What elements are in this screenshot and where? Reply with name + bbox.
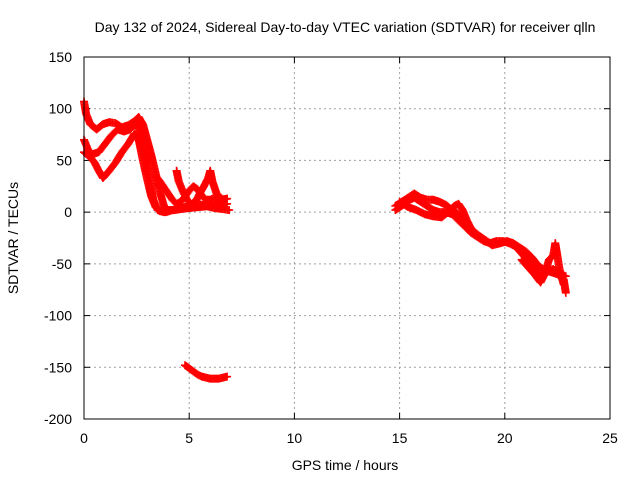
data-point xyxy=(155,187,168,209)
x-tick-label: 15 xyxy=(392,430,408,446)
data-point xyxy=(162,206,176,217)
data-point xyxy=(551,239,564,272)
gridlines xyxy=(84,57,610,419)
series-arc-e xyxy=(172,166,232,208)
y-axis-label: SDTVAR / TECUs xyxy=(5,182,21,294)
y-tick-label: 150 xyxy=(49,49,73,65)
data-point xyxy=(101,132,115,148)
y-tick-label: 50 xyxy=(56,152,72,168)
series-arc-c xyxy=(80,129,177,217)
data-point xyxy=(479,235,493,247)
plot-frame xyxy=(83,56,611,420)
series-arc-j xyxy=(517,239,568,289)
data-point xyxy=(168,206,177,215)
data-point xyxy=(172,166,183,184)
x-tick-labels: 0 5 10 15 20 25 xyxy=(80,430,618,446)
y-tick-label: 100 xyxy=(49,101,73,117)
data-point xyxy=(559,280,568,289)
y-tick-label: -100 xyxy=(44,308,72,324)
data-point xyxy=(561,288,570,297)
y-tick-labels: -200 -150 -100 -50 0 50 100 150 xyxy=(44,49,72,427)
data-point xyxy=(225,206,234,215)
data-point xyxy=(134,135,147,163)
data-point xyxy=(511,242,525,257)
data-point xyxy=(98,167,113,183)
y-tick-label: -150 xyxy=(44,359,72,375)
data-point xyxy=(143,175,155,200)
data-point xyxy=(223,194,232,203)
x-axis-label: GPS time / hours xyxy=(292,457,399,473)
data-point xyxy=(486,239,495,248)
chart-title: Day 132 of 2024, Sidereal Day-to-day VTE… xyxy=(95,19,596,35)
data-point xyxy=(517,255,532,270)
x-tick-label: 5 xyxy=(185,430,193,446)
series-arc-f xyxy=(180,361,232,383)
data-point xyxy=(223,372,232,381)
axis-ticks xyxy=(83,56,611,420)
y-tick-label: -200 xyxy=(44,411,72,427)
data-point xyxy=(117,141,132,157)
series-arc-i xyxy=(395,197,495,248)
x-tick-label: 25 xyxy=(602,430,618,446)
y-tick-label: 0 xyxy=(64,204,72,220)
y-tick-label: -50 xyxy=(52,256,72,272)
data-point xyxy=(105,159,119,175)
x-tick-label: 10 xyxy=(287,430,303,446)
data-markers xyxy=(80,97,570,383)
x-tick-label: 0 xyxy=(80,430,88,446)
x-tick-label: 20 xyxy=(497,430,513,446)
data-point xyxy=(555,265,568,288)
